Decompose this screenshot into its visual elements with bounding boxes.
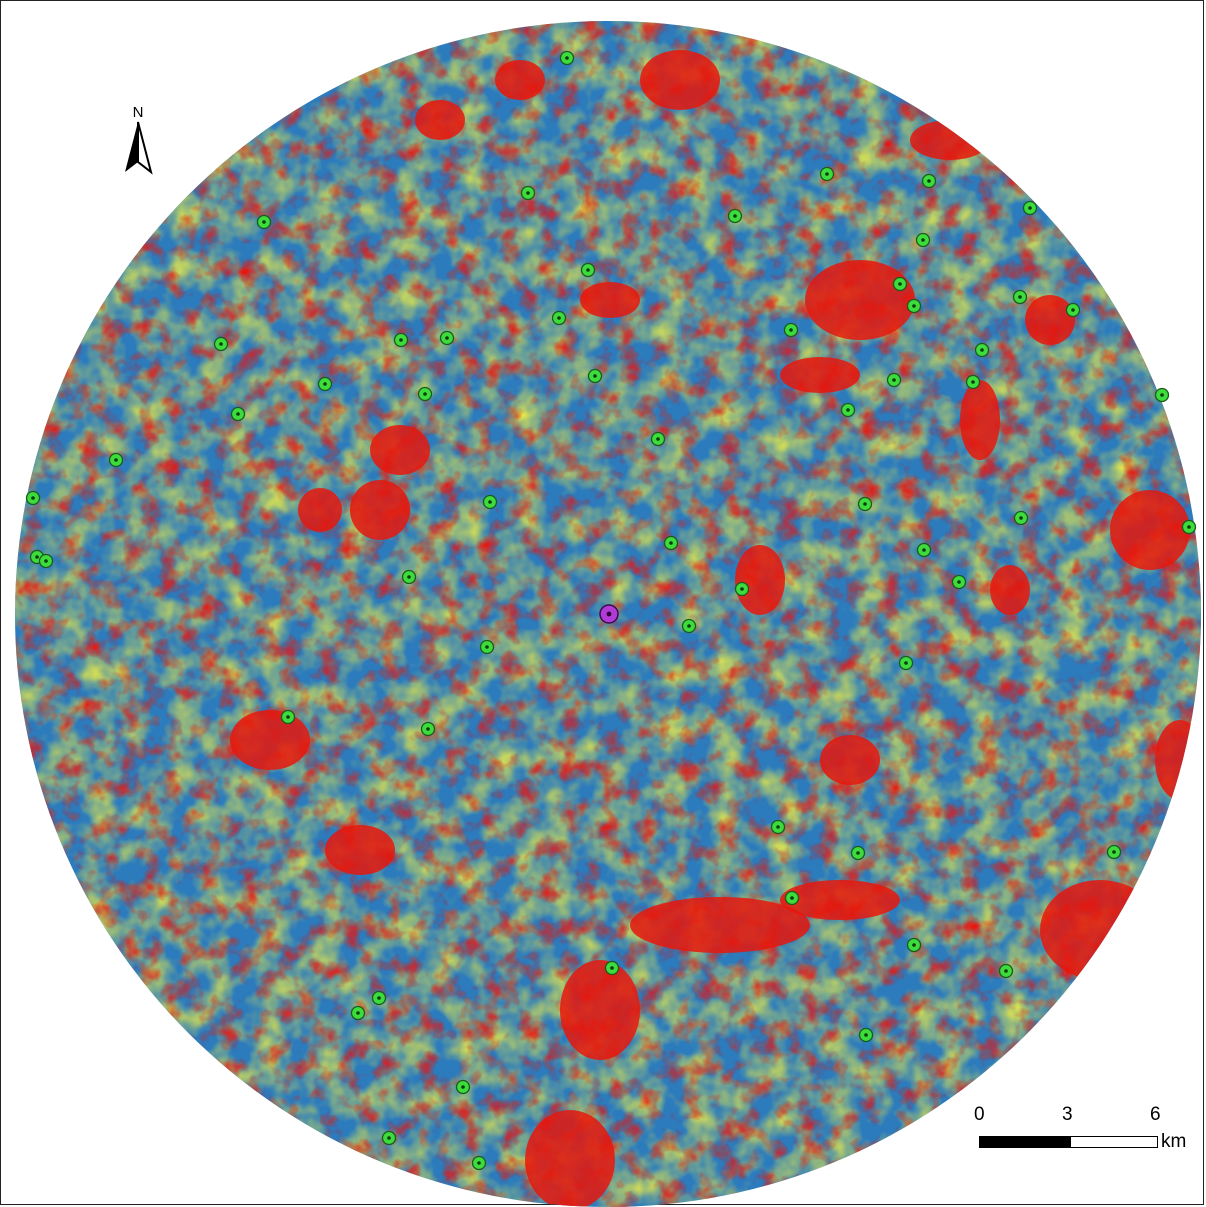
site-marker[interactable] [256,214,272,230]
site-marker[interactable] [921,173,937,189]
site-marker[interactable] [213,336,229,352]
site-marker[interactable] [783,322,799,338]
high-terrain-patch [735,545,785,615]
scale-tick-0: 0 [974,1104,985,1125]
center-site-marker[interactable] [599,604,619,624]
high-terrain-patch [495,60,545,100]
north-arrow-label: N [132,104,144,121]
high-terrain-patch [640,50,720,110]
site-marker[interactable] [559,50,575,66]
site-marker[interactable] [840,402,856,418]
high-terrain-patches [230,50,1201,1207]
site-marker[interactable] [455,1079,471,1095]
high-terrain-patch [325,825,395,875]
site-marker[interactable] [393,332,409,348]
site-marker[interactable] [230,406,246,422]
site-marker[interactable] [520,185,536,201]
high-terrain-patch [370,425,430,475]
site-marker[interactable] [381,1130,397,1146]
north-arrow-icon [125,121,153,175]
site-marker[interactable] [1013,510,1029,526]
site-marker[interactable] [915,232,931,248]
site-marker[interactable] [906,937,922,953]
high-terrain-patch [298,488,342,532]
scale-unit: km [1161,1131,1187,1152]
site-marker[interactable] [25,490,41,506]
high-terrain-patch [630,897,810,953]
site-marker[interactable] [604,960,620,976]
site-marker[interactable] [858,1027,874,1043]
site-marker[interactable] [734,581,750,597]
site-marker[interactable] [280,709,296,725]
site-marker[interactable] [439,330,455,346]
site-marker[interactable] [1065,302,1081,318]
high-terrain-patch [415,100,465,140]
scale-tick-6: 6 [1150,1104,1161,1125]
scale-bar-white-segment [1070,1136,1158,1148]
high-terrain-patch [560,960,640,1060]
high-terrain-patch [1040,880,1160,980]
site-marker[interactable] [850,845,866,861]
site-marker[interactable] [1106,844,1122,860]
site-marker[interactable] [681,618,697,634]
site-marker[interactable] [401,569,417,585]
scale-tick-3: 3 [1062,1104,1073,1125]
site-marker[interactable] [965,374,981,390]
high-terrain-patch [780,880,900,920]
north-arrow: N [118,104,158,176]
site-marker[interactable] [108,452,124,468]
high-terrain-patch [230,710,310,770]
site-marker[interactable] [974,342,990,358]
high-terrain-patch [780,357,860,393]
site-marker[interactable] [784,890,800,906]
site-marker[interactable] [420,721,436,737]
site-marker[interactable] [317,376,333,392]
site-marker[interactable] [471,1155,487,1171]
high-terrain-patch [1110,490,1190,570]
site-marker[interactable] [886,372,902,388]
site-marker[interactable] [417,386,433,402]
site-marker[interactable] [1012,289,1028,305]
site-marker[interactable] [551,310,567,326]
site-marker[interactable] [998,963,1014,979]
scale-bar-black-segment [979,1136,1071,1148]
site-marker[interactable] [898,655,914,671]
site-marker[interactable] [650,431,666,447]
site-marker[interactable] [482,494,498,510]
high-terrain-patch [1155,720,1201,800]
site-marker[interactable] [663,535,679,551]
site-marker[interactable] [1022,200,1038,216]
site-marker[interactable] [350,1005,366,1021]
site-marker[interactable] [951,574,967,590]
site-markers[interactable] [25,50,1197,1171]
high-terrain-patch [820,735,880,785]
high-terrain-patch [990,565,1030,615]
site-marker[interactable] [1181,519,1197,535]
site-marker[interactable] [906,298,922,314]
site-marker[interactable] [727,208,743,224]
site-marker[interactable] [770,819,786,835]
site-marker[interactable] [587,368,603,384]
site-marker[interactable] [38,553,54,569]
site-marker[interactable] [1154,387,1170,403]
high-terrain-patch [580,282,640,318]
site-marker[interactable] [580,262,596,278]
high-terrain-patch [910,120,990,160]
high-terrain-patch [805,260,915,340]
scale-bar: 0 3 6 km [966,1104,1198,1154]
high-terrain-patch [350,480,410,540]
site-marker[interactable] [371,990,387,1006]
site-marker[interactable] [479,639,495,655]
high-terrain-patch [1025,295,1075,345]
high-terrain-patch [525,1110,615,1207]
site-marker[interactable] [916,542,932,558]
site-marker[interactable] [819,166,835,182]
site-marker[interactable] [857,496,873,512]
site-marker[interactable] [892,276,908,292]
high-terrain-patch [960,380,1000,460]
